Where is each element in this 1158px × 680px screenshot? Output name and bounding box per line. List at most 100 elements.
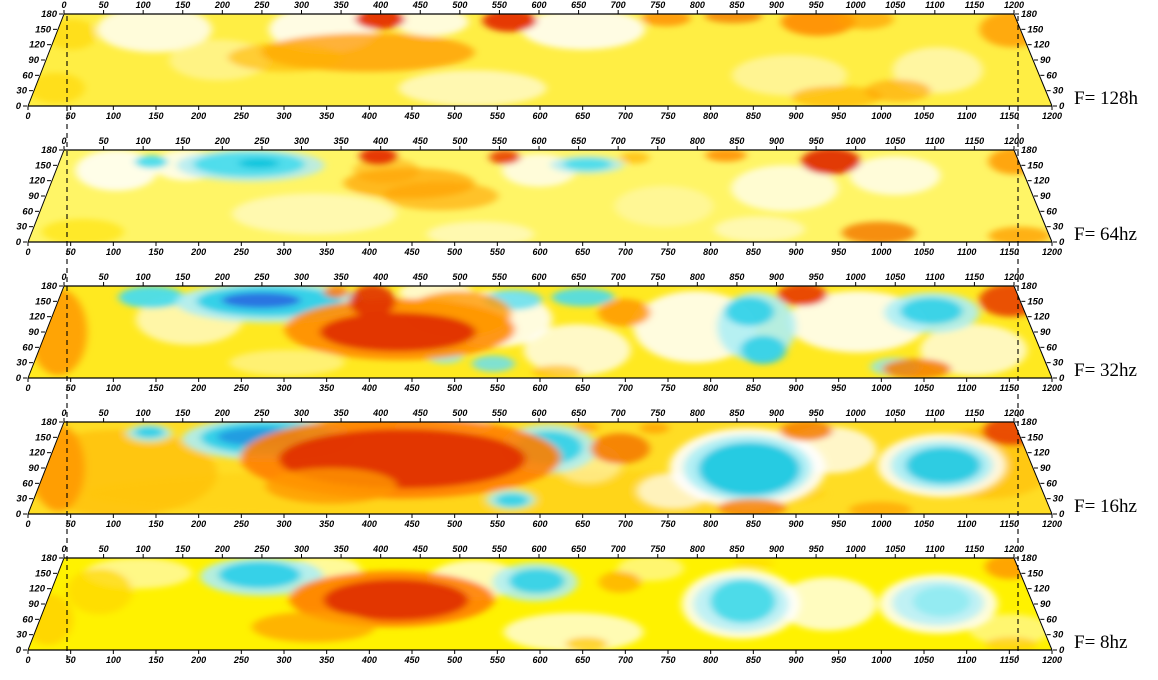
bottom-axis-tick-label: 900 [788, 655, 803, 665]
bottom-axis-tick-label: 400 [361, 655, 377, 665]
right-depth-tick-label: 0 [1059, 237, 1065, 248]
left-depth-tick-label: 180 [41, 553, 58, 564]
bottom-axis-tick-label: 850 [746, 383, 761, 393]
bottom-axis-tick-label: 350 [319, 111, 334, 121]
anomaly-blob [777, 286, 827, 306]
top-axis-tick-label: 350 [334, 408, 349, 418]
left-depth-tick-label: 120 [29, 312, 46, 323]
bottom-axis-tick-label: 750 [660, 655, 675, 665]
anomaly-blob [28, 72, 85, 104]
top-axis-tick-label: 750 [650, 408, 665, 418]
top-axis-tick-label: 700 [611, 408, 626, 418]
bottom-axis-tick-label: 1050 [914, 519, 934, 529]
panel-frequency-label-8hz: F= 8hz [1074, 632, 1128, 653]
anomaly-blob [532, 364, 582, 378]
right-depth-tick-label: 60 [1046, 206, 1057, 217]
top-axis-tick-label: 0 [61, 0, 66, 10]
anomaly-blob [232, 193, 397, 235]
anomaly-blob [319, 312, 477, 352]
right-depth-tick-label: 120 [1034, 176, 1051, 187]
top-axis-tick-label: 1150 [965, 136, 984, 146]
left-depth-tick-label: 150 [35, 432, 52, 443]
top-axis-tick-label: 700 [611, 544, 626, 554]
right-depth-tick-label: 30 [1053, 86, 1064, 97]
right-edge-line [1013, 285, 1053, 379]
bottom-axis-tick-label: 450 [403, 519, 419, 529]
bottom-axis-tick-label: 150 [148, 111, 163, 121]
bottom-axis-tick-label: 950 [831, 247, 846, 257]
top-axis-tick-label: 900 [769, 272, 784, 282]
top-axis-tick-label: 450 [412, 272, 428, 282]
top-axis-tick-label: 1050 [885, 408, 905, 418]
top-axis-tick-label: 450 [412, 136, 428, 146]
top-axis-tick-label: 600 [531, 408, 546, 418]
top-axis-tick-label: 250 [253, 136, 269, 146]
top-axis-tick-label: 300 [294, 272, 309, 282]
anomaly-blob [229, 349, 345, 376]
panel-body [28, 14, 1052, 106]
bottom-axis-tick-label: 750 [660, 111, 675, 121]
bottom-axis-tick-label: 1050 [914, 383, 934, 393]
bottom-axis-tick-label: 300 [276, 111, 291, 121]
right-depth-tick-label: 90 [1040, 55, 1051, 66]
bottom-axis-tick-label: 600 [532, 247, 547, 257]
top-axis-tick-label: 300 [294, 0, 309, 10]
top-axis-tick-label: 650 [571, 272, 586, 282]
top-axis-tick-label: 1200 [1004, 544, 1024, 554]
anomaly-blob [614, 185, 714, 227]
bottom-axis-tick-label: 550 [490, 111, 505, 121]
top-axis-tick-label: 50 [99, 136, 109, 146]
bottom-axis-tick-label: 700 [618, 111, 633, 121]
top-axis-tick-label: 250 [253, 544, 269, 554]
right-depth-tick-label: 180 [1021, 417, 1038, 428]
depth-axes: 0 0 30 30 60 60 90 90 120 120 150 150 180 180 [16, 145, 1065, 248]
anomaly-blob [349, 286, 396, 318]
bottom-axis-tick-label: 250 [233, 111, 249, 121]
top-axis-tick-label: 100 [136, 408, 151, 418]
top-axis-tick-label: 400 [372, 408, 388, 418]
top-axis-tick-label: 200 [214, 0, 230, 10]
bottom-axis-tick-label: 1100 [957, 519, 976, 529]
left-edge-line [27, 13, 65, 107]
bottom-axis-tick-label: 650 [575, 247, 590, 257]
top-axis-tick-label: 1200 [1004, 136, 1024, 146]
left-depth-tick-label: 0 [16, 237, 22, 248]
top-axis-tick-label: 1050 [885, 0, 905, 10]
bottom-axis-tick-label: 200 [190, 247, 206, 257]
bottom-axis-tick-label: 400 [361, 383, 377, 393]
right-depth-tick-label: 30 [1053, 630, 1064, 641]
bottom-axis-tick-label: 1000 [871, 519, 891, 529]
anomaly-blob [96, 14, 212, 53]
bottom-axis-tick-label: 1000 [871, 111, 891, 121]
anomaly-blob [265, 468, 397, 504]
top-axis-tick-label: 1100 [925, 272, 944, 282]
right-edge-line [1013, 13, 1053, 107]
top-axis-tick-label: 750 [650, 544, 665, 554]
left-depth-tick-label: 60 [22, 614, 33, 625]
bottom-axis-tick-label: 350 [319, 383, 334, 393]
top-axis-tick-label: 850 [729, 544, 744, 554]
bottom-axis-tick-label: 1150 [1000, 655, 1019, 665]
bottom-axis-tick-label: 200 [190, 519, 206, 529]
bottom-axis-tick-label: 750 [660, 247, 675, 257]
right-depth-tick-label: 90 [1040, 327, 1051, 338]
bottom-axis-tick-label: 950 [831, 111, 846, 121]
top-axis-tick-label: 150 [175, 408, 190, 418]
left-depth-tick-label: 90 [28, 463, 39, 474]
top-axis: 0 50 100 150 200 250 300 350 400 450 500 550 600 650 7… [61, 408, 1024, 423]
bottom-axis-tick-label: 0 [25, 519, 30, 529]
top-axis-tick-label: 450 [412, 0, 428, 10]
top-axis-tick-label: 600 [531, 0, 546, 10]
bottom-axis-tick-label: 250 [233, 519, 249, 529]
right-depth-tick-label: 120 [1034, 584, 1051, 595]
anomaly-blob [523, 324, 631, 376]
bottom-axis-tick-label: 950 [831, 383, 846, 393]
top-axis-tick-label: 850 [729, 408, 744, 418]
anomaly-blob [841, 221, 916, 242]
anomaly-blob [698, 442, 801, 496]
bottom-axis-tick-label: 950 [831, 655, 846, 665]
bottom-axis-tick-label: 850 [746, 247, 761, 257]
anomaly-blob [227, 43, 343, 72]
top-axis-tick-label: 1000 [846, 272, 866, 282]
bottom-axis-tick-label: 250 [233, 247, 249, 257]
